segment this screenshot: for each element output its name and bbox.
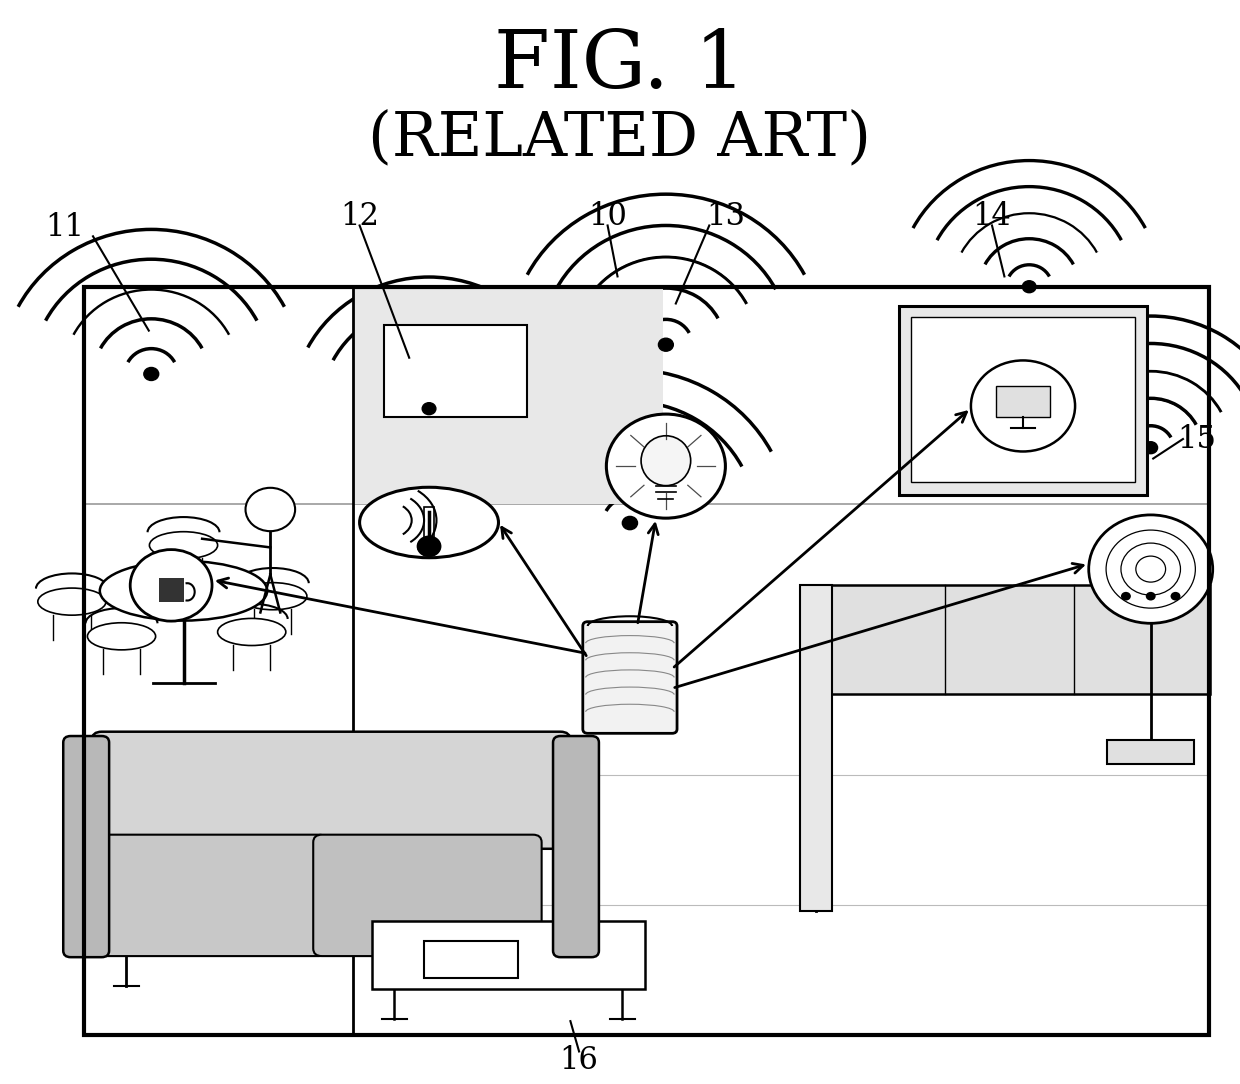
Bar (159, 578, 184, 602)
Circle shape (971, 360, 1075, 451)
Bar (911, 317, 1135, 482)
Circle shape (144, 367, 159, 380)
Circle shape (606, 414, 725, 518)
Text: 10: 10 (588, 202, 627, 232)
FancyBboxPatch shape (63, 736, 109, 957)
Bar (996, 387, 1050, 417)
Ellipse shape (218, 618, 285, 646)
Circle shape (1022, 281, 1037, 293)
Ellipse shape (360, 487, 498, 557)
Text: 15: 15 (1177, 424, 1216, 454)
Text: 14: 14 (972, 202, 1012, 232)
FancyBboxPatch shape (92, 732, 570, 849)
Ellipse shape (99, 562, 267, 620)
Text: 12: 12 (340, 202, 379, 232)
Ellipse shape (238, 583, 306, 609)
Bar (800, 585, 832, 911)
Circle shape (1146, 592, 1156, 601)
Circle shape (658, 338, 673, 351)
Bar (372, 921, 645, 989)
FancyBboxPatch shape (314, 835, 542, 956)
Circle shape (465, 877, 477, 889)
Ellipse shape (87, 622, 155, 649)
FancyBboxPatch shape (99, 835, 327, 956)
Ellipse shape (149, 532, 218, 558)
Circle shape (422, 402, 436, 415)
Circle shape (1089, 515, 1213, 623)
Circle shape (622, 516, 637, 530)
FancyBboxPatch shape (553, 736, 599, 957)
Bar (84, 287, 1209, 1035)
FancyBboxPatch shape (583, 622, 677, 733)
Circle shape (130, 550, 212, 621)
Circle shape (246, 488, 295, 531)
Text: (RELATED ART): (RELATED ART) (368, 108, 872, 168)
Text: 13: 13 (706, 202, 745, 232)
Bar (424, 941, 518, 978)
Bar (384, 325, 527, 417)
Circle shape (1171, 592, 1180, 601)
Ellipse shape (37, 588, 107, 616)
Circle shape (1121, 592, 1131, 601)
Ellipse shape (641, 436, 691, 486)
Text: 16: 16 (559, 1045, 599, 1075)
Text: 11: 11 (45, 212, 84, 243)
Circle shape (417, 535, 441, 557)
Circle shape (1143, 441, 1158, 454)
Bar (816, 585, 1210, 694)
Bar (353, 287, 663, 504)
Text: FIG. 1: FIG. 1 (494, 27, 746, 105)
Bar (1107, 740, 1194, 764)
Bar (424, 507, 434, 542)
Bar (899, 306, 1147, 495)
